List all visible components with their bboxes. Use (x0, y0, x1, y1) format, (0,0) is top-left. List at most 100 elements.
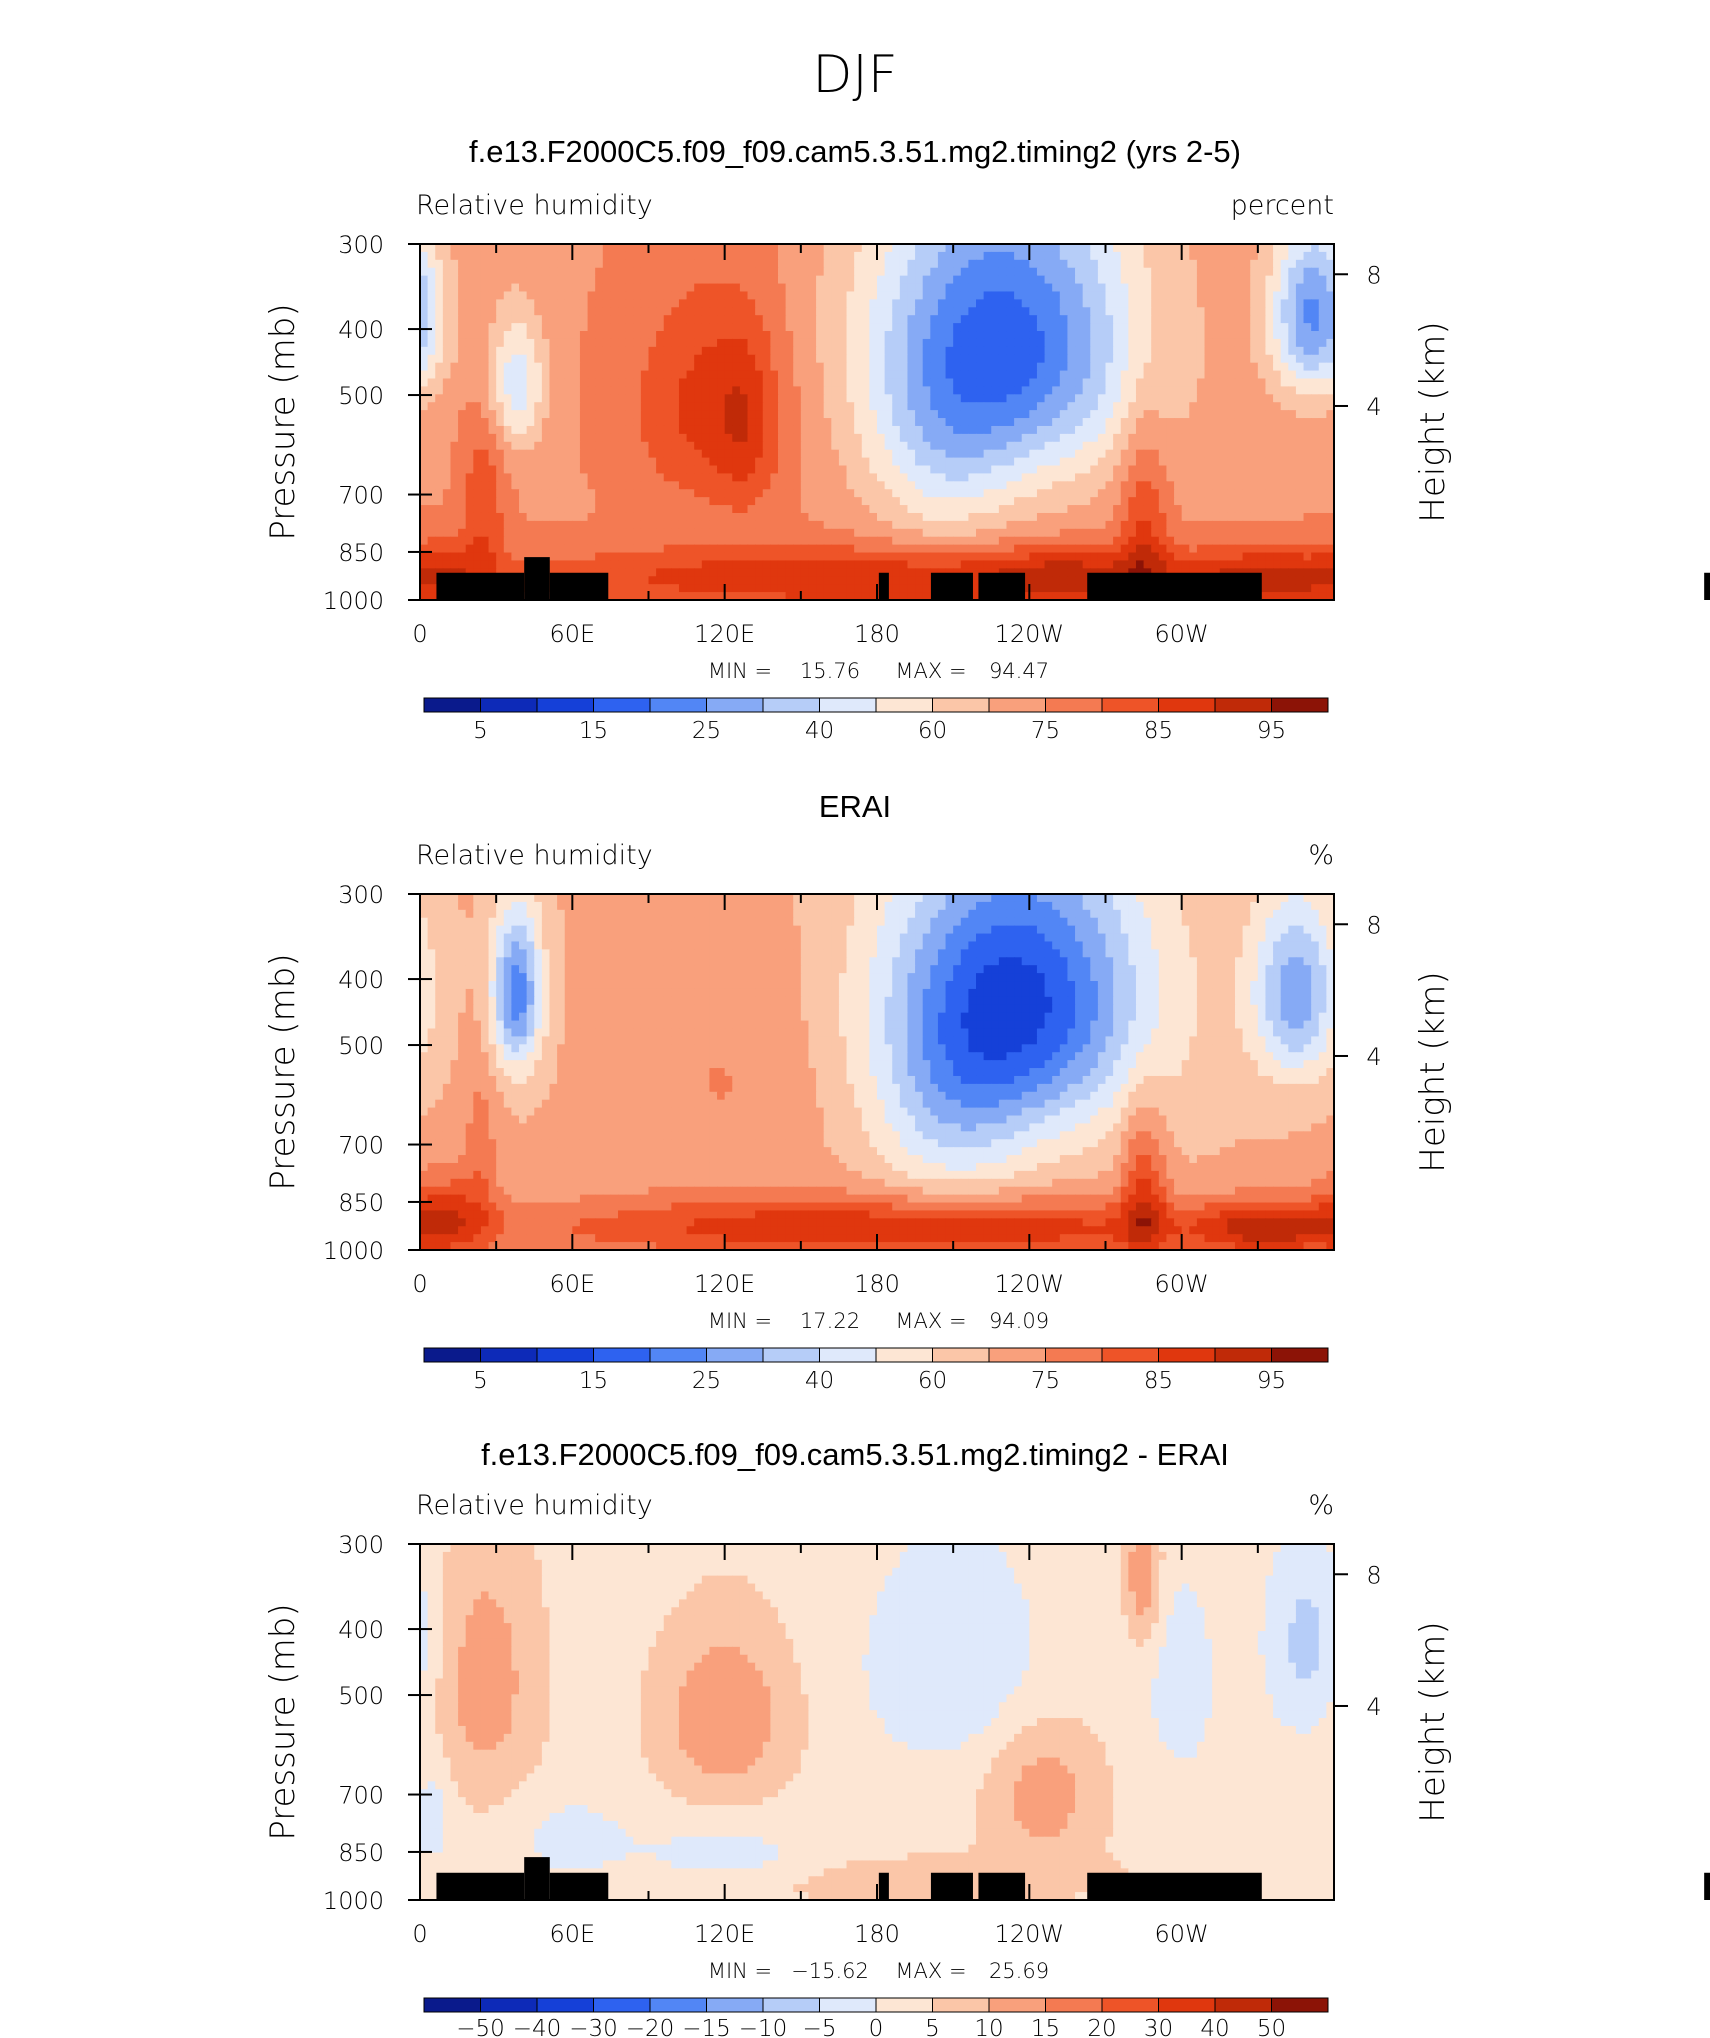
field-cell (511, 283, 520, 293)
field-cell (831, 315, 840, 324)
field-cell (511, 331, 520, 340)
field-cell (831, 402, 840, 411)
field-cell (960, 520, 969, 530)
field-cell (983, 307, 992, 316)
field-cell (953, 251, 962, 261)
field-cell (1143, 441, 1152, 451)
field-cell (480, 338, 490, 348)
field-cell (420, 370, 429, 380)
field-cell (1174, 449, 1183, 459)
field-cell (808, 299, 817, 308)
field-cell (770, 386, 779, 395)
field-cell (1212, 520, 1221, 530)
field-cell (838, 386, 848, 395)
field-cell (945, 505, 954, 514)
field-cell (762, 528, 771, 538)
field-cell (1128, 449, 1137, 459)
field-cell (960, 394, 969, 403)
field-cell (1257, 307, 1267, 316)
field-cell (1059, 489, 1069, 498)
field-cell (983, 536, 992, 546)
field-cell (1280, 291, 1289, 300)
field-cell (1151, 457, 1160, 467)
field-cell (671, 560, 680, 569)
field-cell (770, 528, 779, 538)
field-cell (755, 552, 764, 562)
field-cell (983, 552, 992, 562)
field-cell (930, 251, 939, 261)
field-cell (618, 362, 627, 372)
field-cell (511, 275, 520, 285)
field-cell (831, 505, 840, 514)
field-cell (1273, 457, 1282, 467)
field-cell (1143, 283, 1152, 293)
field-cell (1044, 259, 1053, 269)
field-cell (1234, 244, 1244, 253)
field-cell (1273, 536, 1282, 546)
field-cell (1181, 512, 1190, 522)
field-cell (892, 425, 901, 435)
field-cell (1059, 259, 1069, 269)
field-cell (762, 536, 771, 546)
field-cell (1250, 259, 1259, 269)
field-cell (1006, 267, 1015, 277)
field-cell (1082, 259, 1091, 269)
field-cell (534, 259, 543, 269)
field-cell (1105, 267, 1114, 277)
field-cell (1052, 307, 1061, 316)
field-cell (747, 267, 756, 277)
field-cell (1082, 299, 1091, 308)
field-cell (420, 512, 429, 522)
field-cell (717, 283, 726, 293)
field-cell (618, 394, 627, 403)
field-cell (587, 410, 596, 419)
field-cell (1318, 394, 1327, 403)
field-cell (785, 512, 794, 522)
field-cell (976, 394, 985, 403)
field-cell (1151, 449, 1160, 459)
field-cell (1052, 291, 1061, 300)
field-cell (549, 259, 558, 269)
field-cell (1135, 560, 1145, 569)
field-cell (1295, 441, 1305, 451)
field-cell (625, 259, 634, 269)
field-cell (694, 291, 703, 300)
field-cell (549, 425, 558, 435)
field-cell (420, 425, 429, 435)
field-cell (663, 544, 672, 554)
field-cell (450, 267, 459, 277)
field-cell (503, 244, 512, 253)
field-cell (869, 386, 878, 395)
field-cell (1097, 497, 1107, 506)
field-cell (739, 425, 749, 435)
field-cell (686, 433, 695, 443)
field-cell (907, 315, 916, 324)
field-cell (1227, 481, 1236, 490)
field-cell (595, 536, 604, 546)
field-cell (420, 481, 429, 490)
field-cell (922, 481, 931, 490)
field-cell (1036, 560, 1046, 569)
field-cell (610, 568, 619, 577)
field-cell (960, 425, 969, 435)
field-cell (1295, 410, 1305, 419)
field-cell (595, 331, 604, 340)
field-cell (442, 473, 452, 482)
field-cell (648, 410, 657, 419)
field-cell (846, 394, 855, 403)
field-cell (838, 315, 848, 324)
field-cell (1029, 299, 1038, 308)
field-cell (1288, 386, 1297, 395)
field-cell (1097, 354, 1107, 364)
field-cell (983, 560, 992, 569)
field-cell (777, 505, 787, 514)
field-cell (1021, 259, 1030, 269)
field-cell (838, 441, 848, 451)
field-cell (1090, 528, 1099, 538)
field-cell (915, 362, 924, 372)
field-cell (618, 568, 627, 577)
field-cell (511, 418, 520, 427)
field-cell (846, 275, 855, 285)
field-cell (541, 299, 551, 308)
